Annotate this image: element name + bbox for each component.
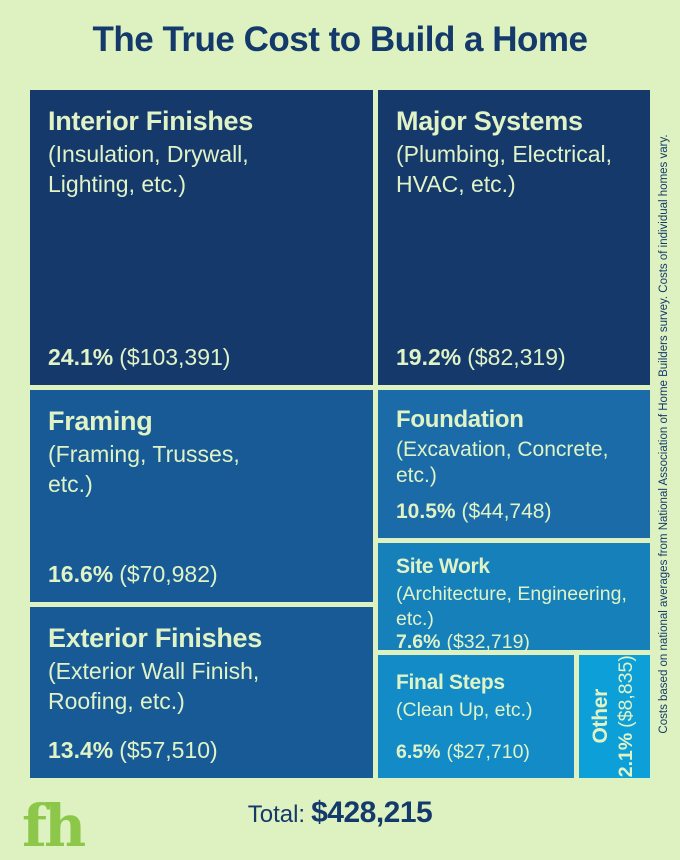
page-title: The True Cost to Build a Home [92, 20, 588, 59]
treemap-bottom-row: Final Steps (Clean Up, etc.) 6.5% ($27,71… [378, 655, 650, 778]
cell-text-block: Foundation (Excavation, Concrete, etc.) [396, 406, 634, 490]
percent-value: 13.4% [48, 737, 114, 763]
cell-detail-interior-finishes: (Insulation, Drywall, Lighting, etc.) [48, 141, 249, 197]
dollar-value: ($44,748) [461, 500, 552, 523]
cell-detail-major-systems: (Plumbing, Electrical, HVAC, etc.) [396, 141, 613, 197]
cell-stat-final-steps: 6.5% ($27,710) [396, 741, 558, 764]
cell-detail-framing: (Framing, Trusses, etc.) [48, 441, 240, 497]
cell-title-interior-finishes: Interior Finishes [48, 106, 253, 136]
treemap-cell-foundation: Foundation (Excavation, Concrete, etc.) … [378, 390, 650, 538]
cell-detail-exterior-finishes: (Exterior Wall Finish, Roofing, etc.) [48, 658, 260, 714]
cell-detail-final-steps: (Clean Up, etc.) [396, 699, 533, 722]
cell-title-foundation: Foundation [396, 406, 524, 433]
cell-detail-foundation: (Excavation, Concrete, etc.) [396, 437, 609, 488]
percent-value: 24.1% [48, 344, 114, 370]
percent-value: 6.5% [396, 741, 441, 763]
treemap-cell-interior-finishes: Interior Finishes (Insulation, Drywall, … [30, 90, 373, 385]
cell-title-major-systems: Major Systems [396, 106, 583, 136]
cell-text-block: Major Systems (Plumbing, Electrical, HVA… [396, 106, 634, 200]
cell-text-block: Exterior Finishes (Exterior Wall Finish,… [48, 623, 357, 717]
total-label: Total: [247, 801, 306, 828]
total-value: $428,215 [311, 796, 433, 829]
percent-value: 16.6% [48, 561, 114, 587]
treemap-cell-final-steps: Final Steps (Clean Up, etc.) 6.5% ($27,71… [378, 655, 574, 778]
cell-text-block: Site Work (Architecture, Engineering, et… [396, 555, 634, 631]
cell-text-block: Framing (Framing, Trusses, etc.) [48, 406, 357, 500]
cell-title-final-steps: Final Steps [396, 671, 505, 694]
treemap-right-column: Major Systems (Plumbing, Electrical, HVA… [378, 90, 650, 778]
fh-logo: fh [22, 792, 86, 860]
cell-stat-major-systems: 19.2% ($82,319) [396, 344, 634, 371]
treemap-cell-other: Other 2.1% ($8,835) [579, 655, 650, 778]
total-line: Total: $428,215 [0, 796, 680, 830]
treemap-cell-framing: Framing (Framing, Trusses, etc.) 16.6% ($… [30, 390, 373, 602]
cell-title-other: Other [589, 689, 613, 744]
dollar-value: ($8,835) [615, 655, 638, 729]
cell-stat-site-work: 7.6% ($32,719) [396, 631, 634, 654]
treemap-cell-major-systems: Major Systems (Plumbing, Electrical, HVA… [378, 90, 650, 385]
percent-value: 10.5% [396, 500, 456, 523]
cell-title-site-work: Site Work [396, 555, 490, 578]
cell-stat-exterior-finishes: 13.4% ($57,510) [48, 737, 357, 764]
cell-text-block: Final Steps (Clean Up, etc.) [396, 671, 558, 723]
dollar-value: ($82,319) [467, 344, 566, 370]
dollar-value: ($57,510) [119, 737, 218, 763]
cell-stat-framing: 16.6% ($70,982) [48, 561, 357, 588]
cell-title-exterior-finishes: Exterior Finishes [48, 623, 262, 653]
cell-stat-foundation: 10.5% ($44,748) [396, 500, 634, 524]
dollar-value: ($70,982) [119, 561, 218, 587]
cell-rotated-text-other: Other 2.1% ($8,835) [589, 655, 639, 777]
dollar-value: ($27,710) [446, 741, 530, 763]
treemap-left-column: Interior Finishes (Insulation, Drywall, … [30, 90, 373, 778]
source-footnote: Costs based on national averages from Na… [658, 134, 670, 734]
dollar-value: ($32,719) [446, 630, 530, 653]
cell-detail-site-work: (Architecture, Engineering, etc.) [396, 583, 627, 630]
percent-value: 7.6% [396, 630, 441, 653]
cell-text-block: Interior Finishes (Insulation, Drywall, … [48, 106, 357, 200]
treemap-cell-site-work: Site Work (Architecture, Engineering, et… [378, 543, 650, 653]
treemap-cell-exterior-finishes: Exterior Finishes (Exterior Wall Finish,… [30, 607, 373, 778]
cell-stat-interior-finishes: 24.1% ($103,391) [48, 344, 357, 371]
percent-value: 19.2% [396, 344, 462, 370]
cost-treemap: Interior Finishes (Insulation, Drywall, … [30, 90, 650, 778]
percent-value: 2.1% [615, 733, 638, 778]
dollar-value: ($103,391) [119, 344, 231, 370]
cell-stat-other: 2.1% ($8,835) [613, 655, 639, 777]
cell-title-framing: Framing [48, 406, 153, 436]
